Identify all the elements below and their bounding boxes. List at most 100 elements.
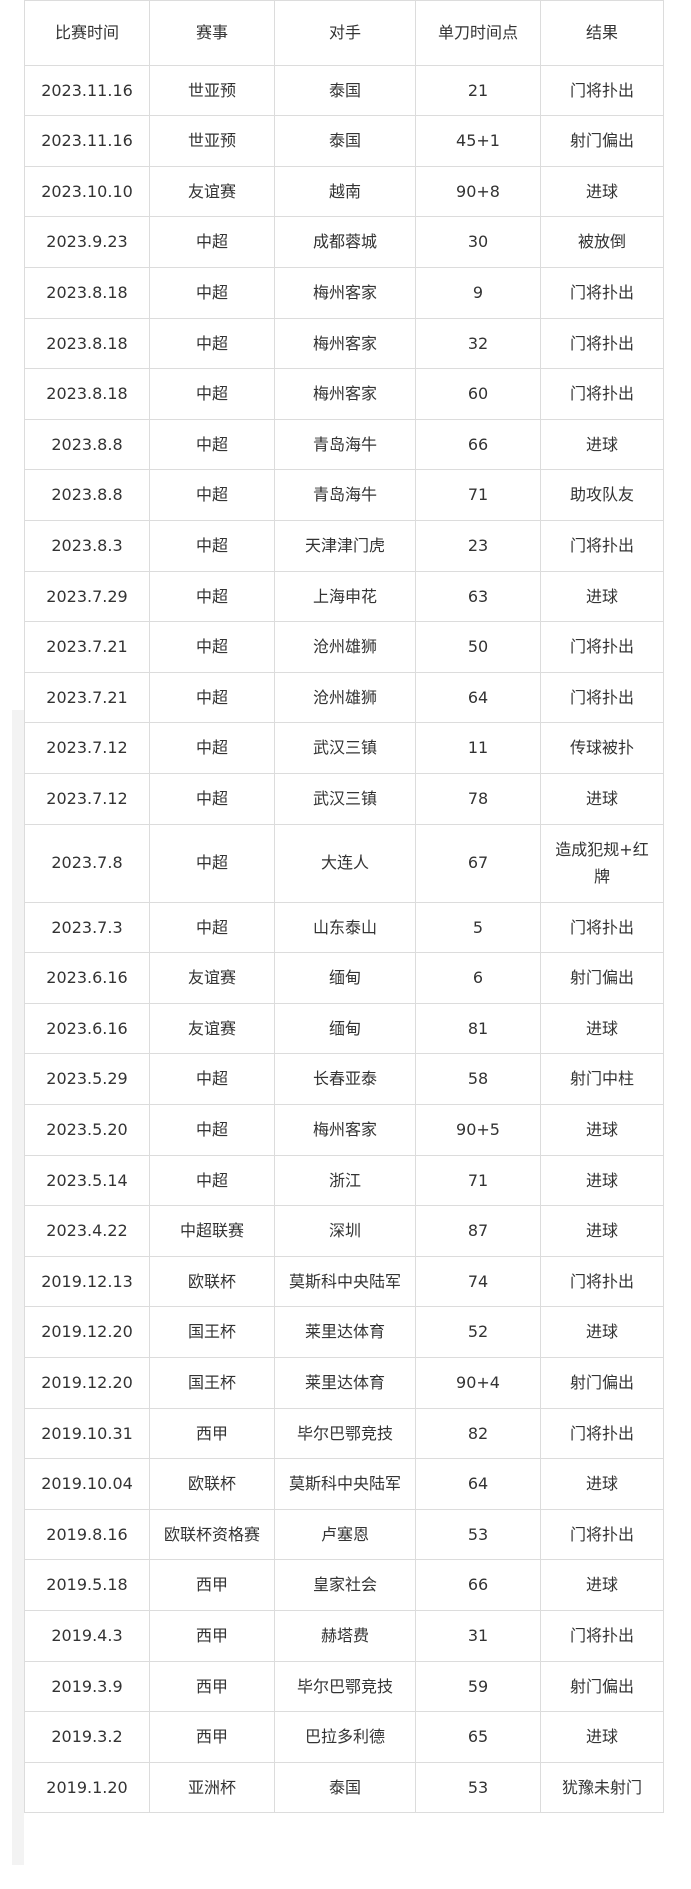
table-cell: 2023.10.10 [24,165,150,218]
table-cell: 射门中柱 [540,1053,664,1106]
table-row: 2023.11.16 世亚预 泰国 21 门将扑出 [24,64,664,117]
table-cell: 中超联赛 [149,1205,275,1257]
table-cell: 泰国 [274,115,416,167]
table-cell: 巴拉多利德 [274,1711,416,1763]
table-cell: 2023.8.8 [24,469,150,521]
table-cell: 50 [415,621,541,673]
table-cell: 大连人 [274,823,416,903]
table-cell: 66 [415,418,541,471]
table-cell: 71 [415,1154,541,1207]
table-cell: 缅甸 [274,952,416,1004]
table-row: 2019.4.3 西甲 赫塔费 31 门将扑出 [24,1610,664,1662]
table-cell: 65 [415,1711,541,1763]
table-cell: 2023.4.22 [24,1205,150,1257]
table-row: 2019.10.04 欧联杯 莫斯科中央陆军 64 进球 [24,1458,664,1510]
table-cell: 2023.7.29 [24,570,150,623]
table-cell: 梅州客家 [274,266,416,319]
table-cell: 2023.8.3 [24,519,150,572]
table-cell: 23 [415,519,541,572]
table-cell: 欧联杯资格赛 [149,1508,275,1561]
table-cell: 中超 [149,519,275,572]
table-cell: 中超 [149,823,275,903]
table-cell: 32 [415,317,541,370]
table-row: 2023.8.8 中超 青岛海牛 71 助攻队友 [24,469,664,521]
table-cell: 21 [415,64,541,117]
table-cell: 武汉三镇 [274,722,416,774]
table-cell: 53 [415,1761,541,1814]
table-cell: 58 [415,1053,541,1106]
table-cell: 87 [415,1205,541,1257]
table-cell: 浙江 [274,1154,416,1207]
header-cell: 赛事 [149,0,275,66]
table-cell: 门将扑出 [540,368,664,420]
table-cell: 友谊赛 [149,165,275,218]
table-cell: 门将扑出 [540,266,664,319]
table-row: 2023.11.16 世亚预 泰国 45+1 射门偏出 [24,115,664,167]
table-cell: 门将扑出 [540,1508,664,1561]
table-row: 2019.12.20 国王杯 莱里达体育 90+4 射门偏出 [24,1357,664,1409]
table-cell: 欧联杯 [149,1255,275,1308]
table-row: 2019.8.16 欧联杯资格赛 卢塞恩 53 门将扑出 [24,1508,664,1561]
table-cell: 越南 [274,165,416,218]
table-row: 2019.5.18 西甲 皇家社会 66 进球 [24,1559,664,1611]
table-cell: 青岛海牛 [274,469,416,521]
table-cell: 64 [415,671,541,724]
table-cell: 深圳 [274,1205,416,1257]
table-row: 2019.10.31 西甲 毕尔巴鄂竞技 82 门将扑出 [24,1407,664,1460]
table-cell: 71 [415,469,541,521]
table-row: 2023.4.22 中超联赛 深圳 87 进球 [24,1205,664,1257]
table-body: 2023.11.16 世亚预 泰国 21 门将扑出 2023.11.16 世亚预 泰国 45+1… [24,64,664,1814]
table-row: 2019.12.20 国王杯 莱里达体育 52 进球 [24,1306,664,1359]
table-cell: 45+1 [415,115,541,167]
table-row: 2023.8.3 中超 天津津门虎 23 门将扑出 [24,519,664,572]
table-cell: 2023.9.23 [24,216,150,268]
table-cell: 2019.8.16 [24,1508,150,1561]
table-cell: 泰国 [274,64,416,117]
table-cell: 进球 [540,1002,664,1055]
table-cell: 中超 [149,469,275,521]
table-cell: 门将扑出 [540,621,664,673]
table-cell: 欧联杯 [149,1458,275,1510]
table-row: 2023.7.29 中超 上海申花 63 进球 [24,570,664,623]
table-row: 2023.7.21 中超 沧州雄狮 64 门将扑出 [24,671,664,724]
table-cell: 皇家社会 [274,1559,416,1611]
table-cell: 被放倒 [540,216,664,268]
table-cell: 2019.12.20 [24,1357,150,1409]
table-cell: 莱里达体育 [274,1357,416,1409]
table-cell: 5 [415,901,541,954]
table-cell: 进球 [540,570,664,623]
table-cell: 友谊赛 [149,952,275,1004]
table-cell: 2023.6.16 [24,1002,150,1055]
table-cell: 52 [415,1306,541,1359]
table-row: 2023.7.3 中超 山东泰山 5 门将扑出 [24,901,664,954]
table-row: 2023.8.18 中超 梅州客家 9 门将扑出 [24,266,664,319]
table-cell: 进球 [540,1104,664,1156]
table-cell: 进球 [540,418,664,471]
table-cell: 中超 [149,671,275,724]
table-cell: 2023.5.14 [24,1154,150,1207]
table-cell: 6 [415,952,541,1004]
table-cell: 西甲 [149,1407,275,1460]
table-cell: 进球 [540,165,664,218]
table-cell: 进球 [540,1559,664,1611]
table-cell: 2023.7.12 [24,772,150,825]
header-row: 比赛时间 赛事 对手 单刀时间点 结果 [24,0,664,66]
table-cell: 门将扑出 [540,64,664,117]
table-cell: 梅州客家 [274,368,416,420]
table-cell: 门将扑出 [540,1610,664,1662]
table-cell: 西甲 [149,1610,275,1662]
table-cell: 2019.5.18 [24,1559,150,1611]
table-cell: 9 [415,266,541,319]
table-row: 2023.5.14 中超 浙江 71 进球 [24,1154,664,1207]
table-row: 2019.3.9 西甲 毕尔巴鄂竞技 59 射门偏出 [24,1660,664,1713]
table-cell: 中超 [149,722,275,774]
table-cell: 2019.3.9 [24,1660,150,1713]
table-cell: 2019.10.04 [24,1458,150,1510]
table-cell: 卢塞恩 [274,1508,416,1561]
table-row: 2023.7.12 中超 武汉三镇 11 传球被扑 [24,722,664,774]
table-row: 2023.7.21 中超 沧州雄狮 50 门将扑出 [24,621,664,673]
table-cell: 毕尔巴鄂竞技 [274,1407,416,1460]
table-cell: 泰国 [274,1761,416,1814]
table-cell: 2023.11.16 [24,64,150,117]
